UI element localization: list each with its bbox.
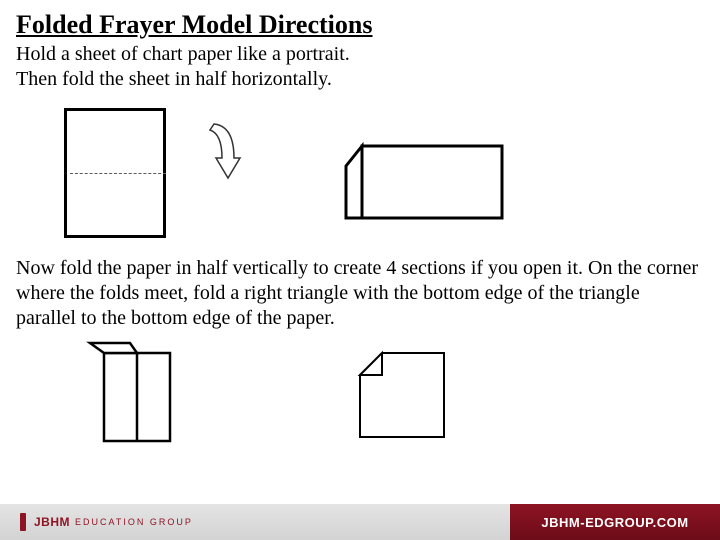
brand-name: JBHM [34, 515, 70, 529]
page-title: Folded Frayer Model Directions [16, 10, 704, 40]
footer-bar: JBHM EDUCATION GROUP JBHM-EDGROUP.COM [0, 504, 720, 540]
instruction-step-1a: Hold a sheet of chart paper like a portr… [16, 42, 704, 67]
brand-logo-icon [20, 513, 26, 531]
curved-arrow-icon [194, 118, 244, 198]
diagram-triangle-corner-fold [354, 347, 454, 452]
diagram-portrait-sheet [64, 108, 166, 238]
instruction-step-2: Now fold the paper in half vertically to… [16, 256, 704, 331]
brand-url: JBHM-EDGROUP.COM [541, 515, 688, 530]
diagram-row-1 [16, 100, 704, 250]
diagram-folded-horizontal [340, 130, 510, 235]
brand-subtitle: EDUCATION GROUP [75, 517, 193, 527]
footer-brand-area: JBHM EDUCATION GROUP [0, 504, 510, 540]
footer-url-area: JBHM-EDGROUP.COM [510, 504, 720, 540]
diagram-vertical-fold-booklet [86, 339, 196, 454]
diagram-row-2 [16, 337, 704, 457]
instruction-step-1b: Then fold the sheet in half horizontally… [16, 67, 704, 92]
fold-line-dashed [70, 173, 166, 174]
